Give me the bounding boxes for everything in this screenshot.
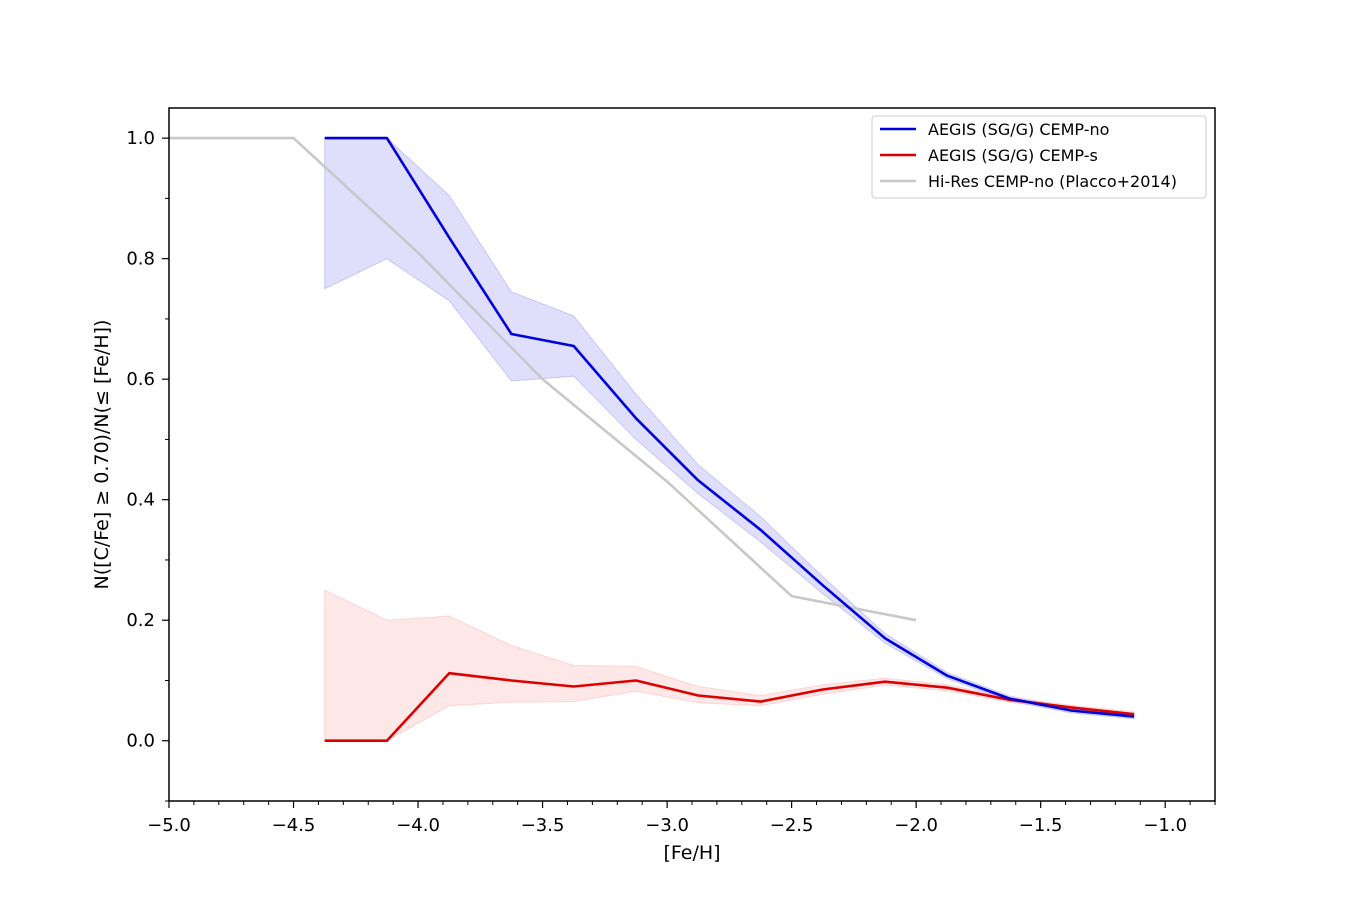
band-series-0	[324, 137, 1135, 720]
x-tick-label: −4.5	[272, 815, 316, 836]
uncertainty-bands	[324, 137, 1135, 742]
line-series-1	[324, 671, 1135, 743]
y-tick-label: 0.8	[126, 249, 155, 270]
x-tick-label: −3.5	[521, 815, 565, 836]
legend: AEGIS (SG/G) CEMP-no AEGIS (SG/G) CEMP-s…	[871, 115, 1207, 199]
y-tick-label: 0.4	[126, 490, 155, 511]
y-tick-label: 0.0	[126, 731, 155, 752]
line-series-2	[169, 136, 917, 622]
y-axis: 0.0 0.2 0.4 0.6 0.8 1.0	[126, 128, 169, 802]
legend-label-cemp-no: AEGIS (SG/G) CEMP-no	[928, 120, 1109, 139]
y-axis-label: N([C/Fe] ≥ 0.70)/N(≤ [Fe/H])	[91, 320, 113, 590]
x-tick-label: −4.0	[396, 815, 440, 836]
x-tick-label: −2.0	[894, 815, 938, 836]
x-tick-label: −3.0	[645, 815, 689, 836]
line-series-0	[324, 136, 1135, 718]
legend-label-cemp-s: AEGIS (SG/G) CEMP-s	[928, 146, 1098, 165]
x-axis: −5.0 −4.5 −4.0 −3.5 −3.0 −2.5 −2.0 −1.5 −1.0	[147, 801, 1216, 836]
band-series-1	[324, 589, 1135, 742]
legend-box	[871, 115, 1207, 199]
y-tick-label: 1.0	[126, 128, 155, 149]
x-axis-label: [Fe/H]	[663, 842, 720, 864]
legend-label-hires-cemp-no: Hi-Res CEMP-no (Placco+2014)	[928, 172, 1177, 191]
x-tick-label: −1.0	[1143, 815, 1187, 836]
x-tick-label: −2.5	[770, 815, 814, 836]
y-tick-label: 0.2	[126, 610, 155, 631]
y-tick-label: 0.6	[126, 369, 155, 390]
x-tick-label: −1.5	[1019, 815, 1063, 836]
x-tick-label: −5.0	[147, 815, 191, 836]
series-lines	[169, 136, 1135, 743]
